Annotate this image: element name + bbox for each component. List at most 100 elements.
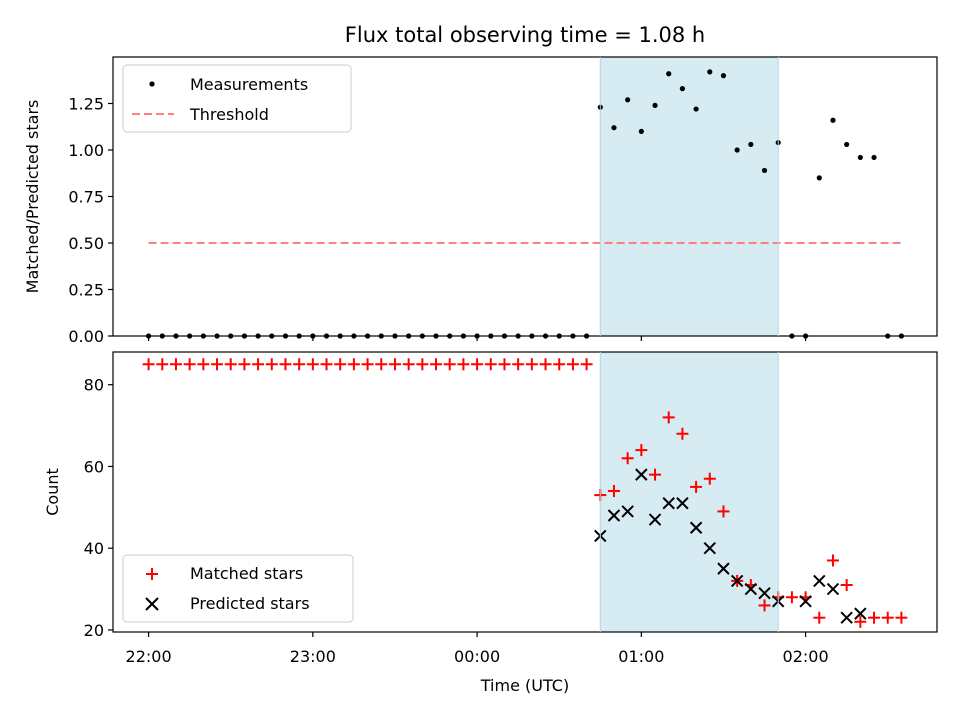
y-tick-label: 0.00 bbox=[68, 327, 104, 346]
legend-label-matched-stars: Matched stars bbox=[190, 564, 303, 583]
x-tick-label: 00:00 bbox=[454, 647, 500, 666]
predicted-star-point bbox=[854, 607, 867, 620]
predicted-star-stroke bbox=[648, 513, 662, 526]
measurement-point bbox=[638, 128, 644, 134]
count-y-axis-label: Count bbox=[43, 468, 62, 516]
predicted-star-point bbox=[635, 468, 648, 481]
y-tick-label: 0.50 bbox=[68, 234, 104, 253]
legend-marker-matched-stars bbox=[146, 568, 158, 580]
matched-star-point bbox=[662, 411, 675, 424]
matched-star-point bbox=[868, 611, 881, 624]
matched-star-point bbox=[580, 358, 593, 371]
matched-star-point bbox=[183, 358, 196, 371]
ratio-x-ticks bbox=[147, 336, 807, 341]
chart-title: Flux total observing time = 1.08 h bbox=[345, 23, 705, 47]
predicted-star-stroke bbox=[730, 574, 744, 588]
matched-star-point bbox=[649, 468, 662, 481]
x-axis-label: Time (UTC) bbox=[480, 676, 569, 695]
predicted-star-stroke bbox=[662, 497, 675, 510]
matched-star-point bbox=[471, 358, 484, 371]
predicted-star-stroke bbox=[758, 586, 771, 600]
predicted-star-point bbox=[730, 574, 744, 588]
legend-label-measurements: Measurements bbox=[190, 75, 308, 94]
matched-star-point bbox=[785, 591, 798, 604]
count-panel: 20 40 60 80 22:00 23:00 00:00 01:00 02:00 Time … bbox=[43, 351, 938, 695]
matched-star-point bbox=[347, 358, 360, 371]
matched-star-point bbox=[443, 358, 456, 371]
predicted-star-point bbox=[813, 574, 826, 588]
observing-span-highlight bbox=[600, 57, 779, 336]
predicted-star-point bbox=[826, 582, 840, 596]
predicted-star-stroke bbox=[635, 468, 648, 481]
matched-star-point bbox=[306, 358, 319, 371]
matched-star-point bbox=[607, 484, 620, 497]
matched-star-point bbox=[895, 611, 908, 624]
predicted-star-stroke bbox=[744, 582, 758, 596]
matched-star-point bbox=[457, 358, 470, 371]
matched-star-point bbox=[375, 358, 388, 371]
matched-star-point bbox=[854, 615, 867, 628]
measurement-point bbox=[748, 141, 754, 148]
matched-star-point bbox=[881, 611, 894, 624]
measurement-point bbox=[816, 175, 822, 181]
measurement-point bbox=[666, 71, 672, 77]
legend-label-threshold: Threshold bbox=[189, 105, 269, 124]
matched-star-point bbox=[826, 554, 839, 567]
matched-star-point bbox=[252, 358, 265, 371]
matched-star-point bbox=[566, 358, 579, 371]
predicted-star-stroke bbox=[799, 595, 812, 608]
measurement-point bbox=[844, 141, 850, 148]
predicted-star-stroke bbox=[854, 607, 867, 620]
predicted-star-point bbox=[689, 521, 703, 534]
measurement-point bbox=[720, 73, 727, 79]
matched-star-point bbox=[169, 358, 182, 371]
predicted-star-point bbox=[662, 497, 675, 510]
predicted-star-point bbox=[703, 541, 716, 555]
matched-star-point bbox=[238, 358, 251, 371]
matched-star-point bbox=[539, 358, 552, 371]
matched-star-point bbox=[334, 358, 347, 371]
ratio-legend: Measurements Threshold bbox=[122, 64, 352, 133]
measurement-point bbox=[611, 125, 617, 131]
ratio-axes-frame bbox=[112, 56, 938, 337]
predicted-star-stroke bbox=[826, 582, 840, 596]
count-y-ticks: 20 40 60 80 bbox=[84, 376, 113, 640]
measurement-point bbox=[761, 167, 768, 174]
measurement-point bbox=[625, 97, 631, 103]
count-x-ticks: 22:00 23:00 00:00 01:00 02:00 bbox=[126, 632, 829, 666]
matched-star-point bbox=[388, 358, 401, 371]
matched-star-point bbox=[402, 358, 415, 371]
matched-star-point bbox=[224, 358, 237, 371]
matched-star-point bbox=[553, 358, 566, 371]
matched-star-point bbox=[142, 358, 155, 371]
x-tick-label: 23:00 bbox=[290, 647, 336, 666]
matched-star-point bbox=[293, 358, 306, 371]
ratio-legend-box bbox=[122, 64, 352, 133]
measurement-point bbox=[707, 69, 713, 75]
matched-star-point bbox=[416, 358, 429, 371]
x-tick-label: 02:00 bbox=[783, 647, 829, 666]
predicted-star-stroke bbox=[621, 505, 634, 518]
legend-label-predicted-stars: Predicted stars bbox=[190, 594, 310, 613]
predicted-star-point bbox=[607, 509, 621, 522]
matched-star-point bbox=[840, 578, 853, 591]
matched-star-point bbox=[279, 358, 292, 371]
matched-star-point bbox=[758, 599, 771, 612]
y-tick-label: 60 bbox=[84, 457, 104, 476]
measurement-point bbox=[693, 106, 699, 112]
matched-star-point bbox=[703, 472, 716, 485]
y-tick-label: 1.00 bbox=[68, 141, 104, 160]
measurement-point bbox=[679, 86, 686, 92]
measurement-point bbox=[652, 102, 658, 108]
ratio-y-ticks: 0.00 0.25 0.50 0.75 1.00 1.25 bbox=[68, 95, 113, 346]
measurement-point bbox=[857, 154, 863, 161]
count-axes-frame bbox=[112, 351, 938, 633]
matched-star-point bbox=[621, 452, 634, 465]
count-legend: Matched stars Predicted stars bbox=[122, 554, 354, 623]
matched-star-point bbox=[813, 611, 826, 624]
measurement-point bbox=[871, 154, 877, 161]
measurement-point bbox=[830, 117, 836, 123]
predicted-star-stroke bbox=[676, 497, 689, 510]
predicted-star-point bbox=[676, 497, 689, 510]
